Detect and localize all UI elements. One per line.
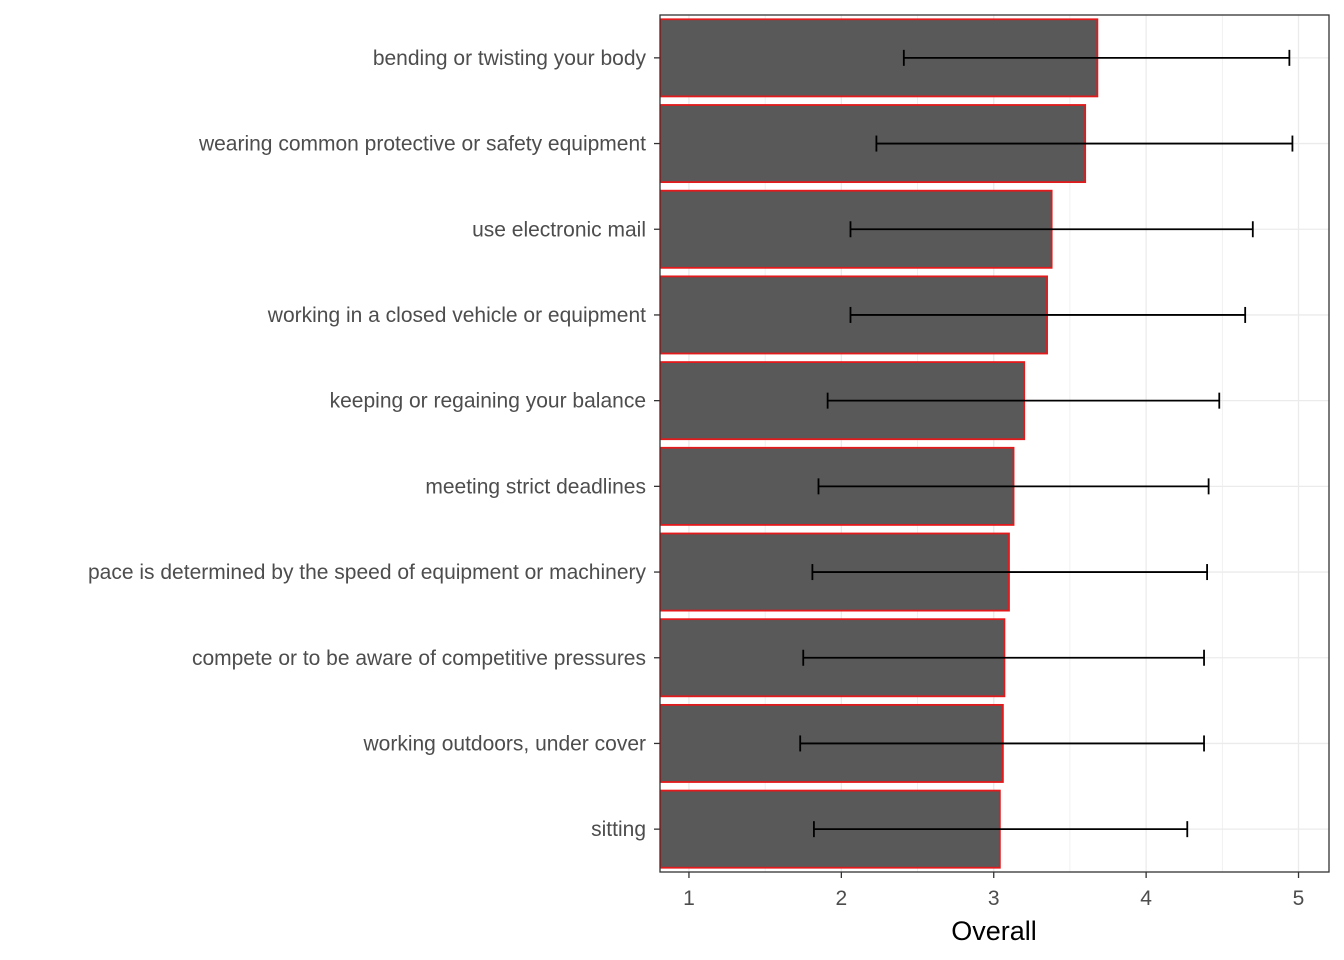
x-axis-title: Overall: [951, 916, 1037, 946]
x-tick-label: 2: [836, 887, 848, 910]
y-tick-label: pace is determined by the speed of equip…: [88, 561, 646, 584]
x-tick-label: 4: [1140, 887, 1152, 910]
y-tick-label: wearing common protective or safety equi…: [198, 133, 646, 156]
y-tick-label: bending or twisting your body: [373, 47, 647, 70]
y-tick-label: compete or to be aware of competitive pr…: [192, 647, 646, 670]
error-bars: [799, 49, 1294, 838]
y-tick-label: sitting: [591, 818, 646, 841]
y-tick-label: meeting strict deadlines: [425, 475, 646, 498]
x-tick-label: 1: [683, 887, 695, 910]
y-tick-label: keeping or regaining your balance: [330, 390, 646, 413]
x-tick-label: 3: [988, 887, 1000, 910]
x-axis: 1 2 3 4 5: [683, 872, 1304, 910]
y-tick-label: working in a closed vehicle or equipment: [267, 304, 646, 327]
panel-border: [659, 14, 1330, 873]
y-axis: bending or twisting your body wearing com…: [88, 47, 660, 841]
y-tick-label: use electronic mail: [472, 218, 646, 241]
y-tick-label: working outdoors, under cover: [363, 732, 647, 755]
x-tick-label: 5: [1293, 887, 1305, 910]
